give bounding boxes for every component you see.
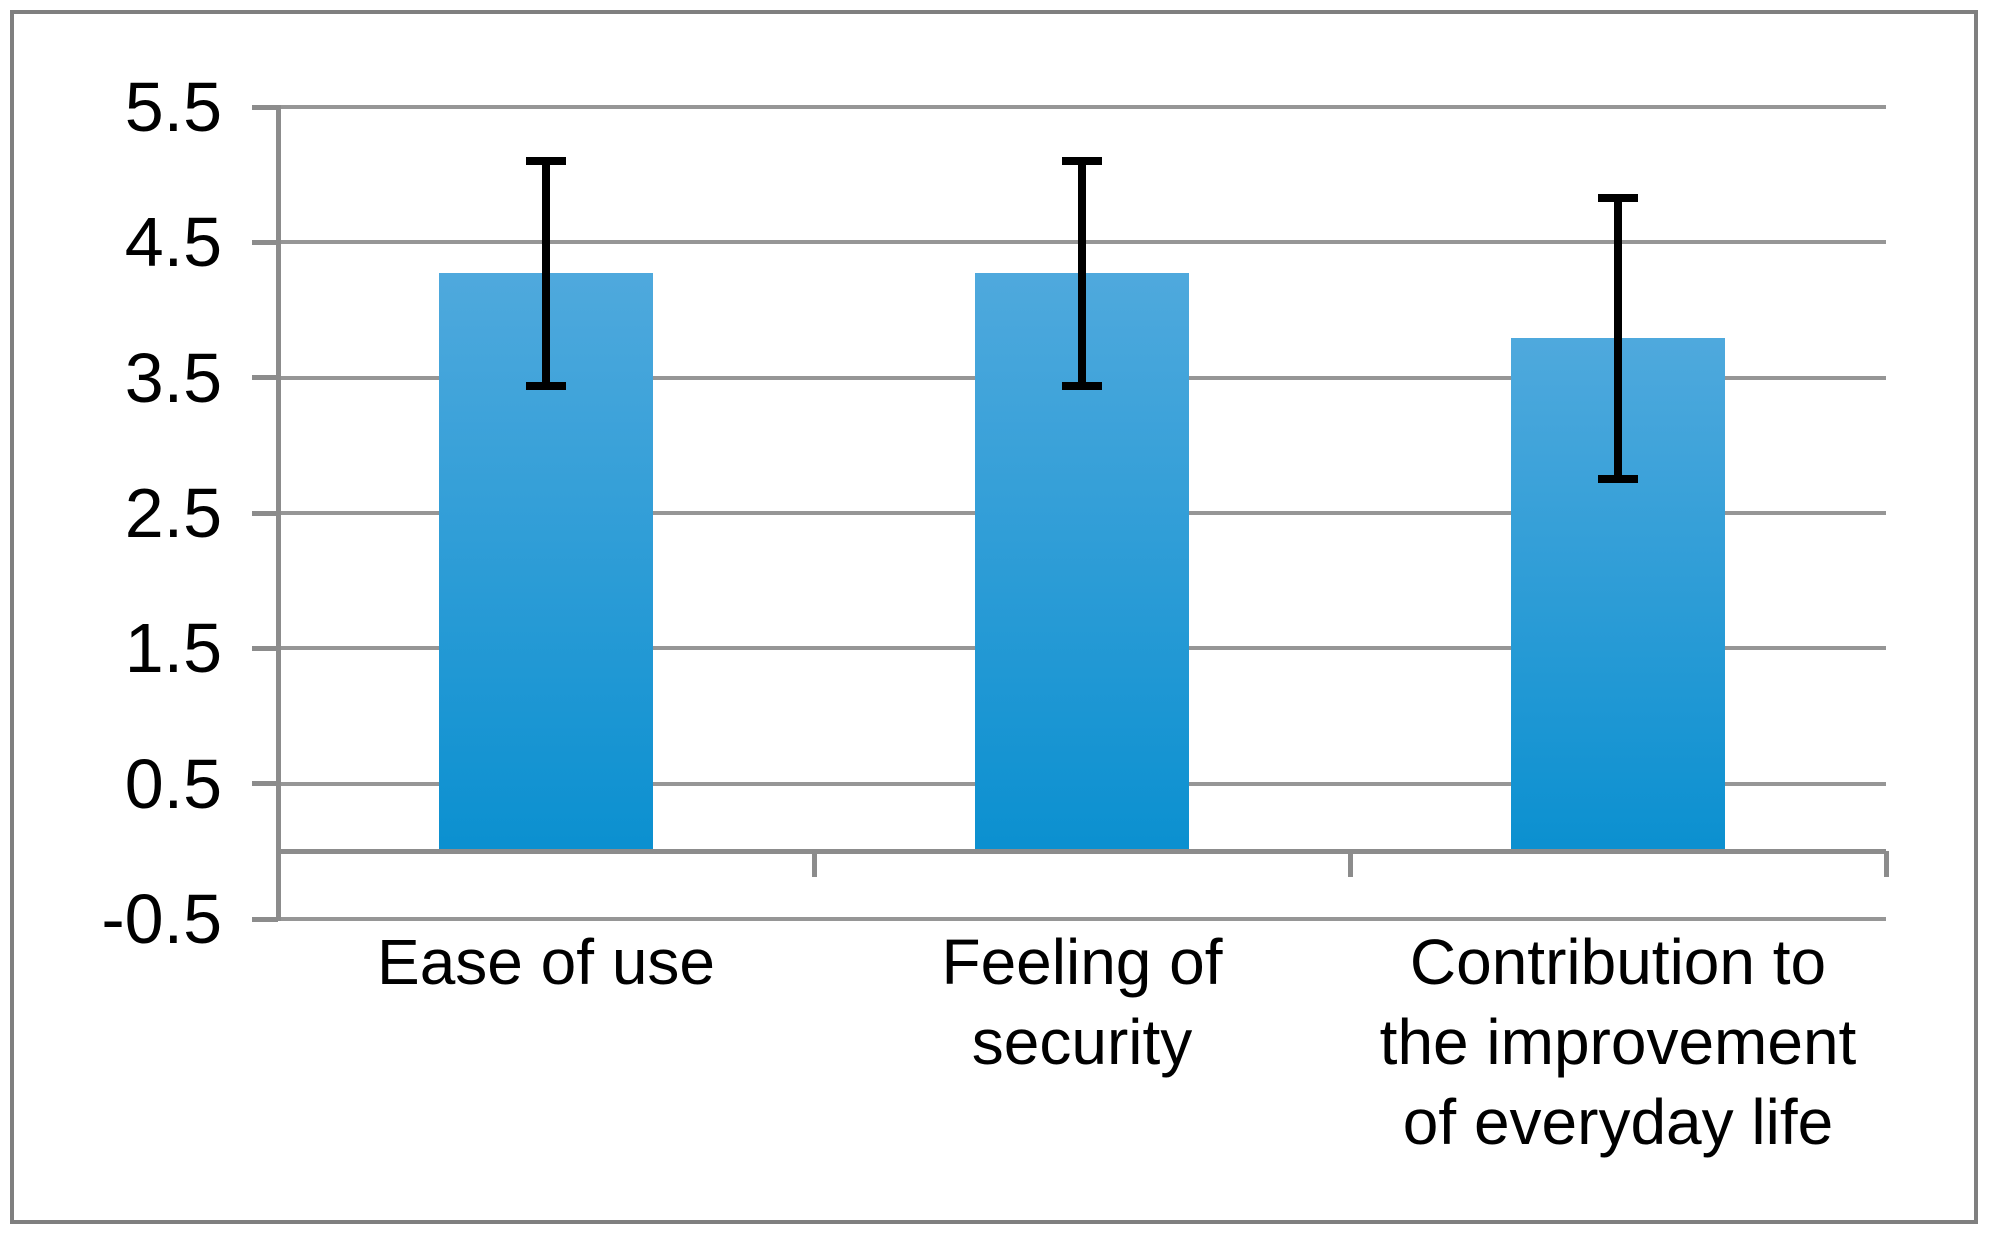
error-bar-cap (1598, 475, 1638, 483)
x-axis (278, 849, 1886, 854)
error-bar-stem (542, 161, 550, 386)
error-bar-cap (1062, 382, 1102, 390)
y-tick-label: 1.5 (124, 609, 222, 687)
x-axis-tick (1348, 851, 1353, 877)
gridline (278, 917, 1886, 921)
y-tick-label: 5.5 (124, 68, 222, 146)
y-axis-tick (252, 240, 278, 245)
y-tick-label: 2.5 (124, 474, 222, 552)
y-tick-label: 3.5 (124, 339, 222, 417)
error-bar-cap (1062, 157, 1102, 165)
y-tick-label: 4.5 (124, 203, 222, 281)
y-tick-label: -0.5 (101, 880, 222, 958)
gridline (278, 105, 1886, 109)
category-label: Feeling of security (941, 926, 1223, 1078)
x-axis-tick (812, 851, 817, 877)
error-bar-stem (1614, 198, 1622, 479)
y-tick-label: 0.5 (124, 745, 222, 823)
y-axis-tick (252, 375, 278, 380)
figure-border (10, 10, 1978, 1224)
error-bar-cap (1598, 194, 1638, 202)
y-axis-tick (252, 646, 278, 651)
category-label: Contribution to the improvement of every… (1379, 926, 1857, 1158)
y-axis-tick (252, 917, 278, 922)
category-label: Ease of use (377, 926, 715, 998)
x-axis-tick (1884, 851, 1889, 877)
y-axis-tick (252, 105, 278, 110)
error-bar-cap (526, 157, 566, 165)
error-bar-cap (526, 382, 566, 390)
y-axis-tick (252, 781, 278, 786)
y-axis (276, 105, 281, 921)
y-axis-tick (252, 511, 278, 516)
error-bar-stem (1078, 161, 1086, 386)
